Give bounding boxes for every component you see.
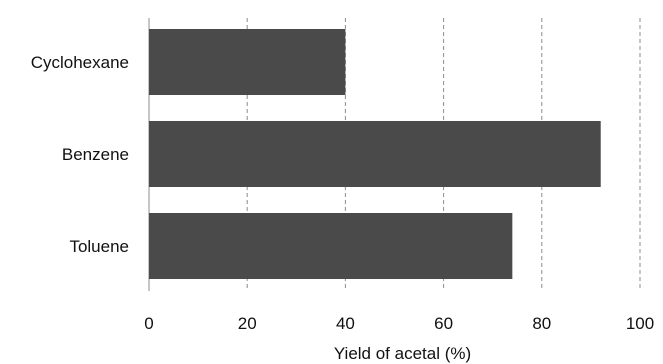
x-tick-label-60: 60 xyxy=(434,314,453,333)
bar-benzene xyxy=(149,121,601,187)
x-tick-label-80: 80 xyxy=(532,314,551,333)
x-tick-label-100: 100 xyxy=(626,314,654,333)
bar-toluene xyxy=(149,213,513,279)
x-tick-label-20: 20 xyxy=(238,314,257,333)
x-axis-label: Yield of acetal (%) xyxy=(334,344,471,363)
x-tick-label-40: 40 xyxy=(336,314,355,333)
category-label-cyclohexane: Cyclohexane xyxy=(31,53,129,72)
x-tick-labels: 0 20 40 60 80 100 xyxy=(144,314,654,333)
bars xyxy=(149,29,601,279)
category-label-benzene: Benzene xyxy=(62,145,129,164)
x-tick-label-0: 0 xyxy=(144,314,153,333)
bar-cyclohexane xyxy=(149,29,346,95)
category-label-toluene: Toluene xyxy=(69,237,129,256)
category-labels: Cyclohexane Benzene Toluene xyxy=(31,53,129,256)
